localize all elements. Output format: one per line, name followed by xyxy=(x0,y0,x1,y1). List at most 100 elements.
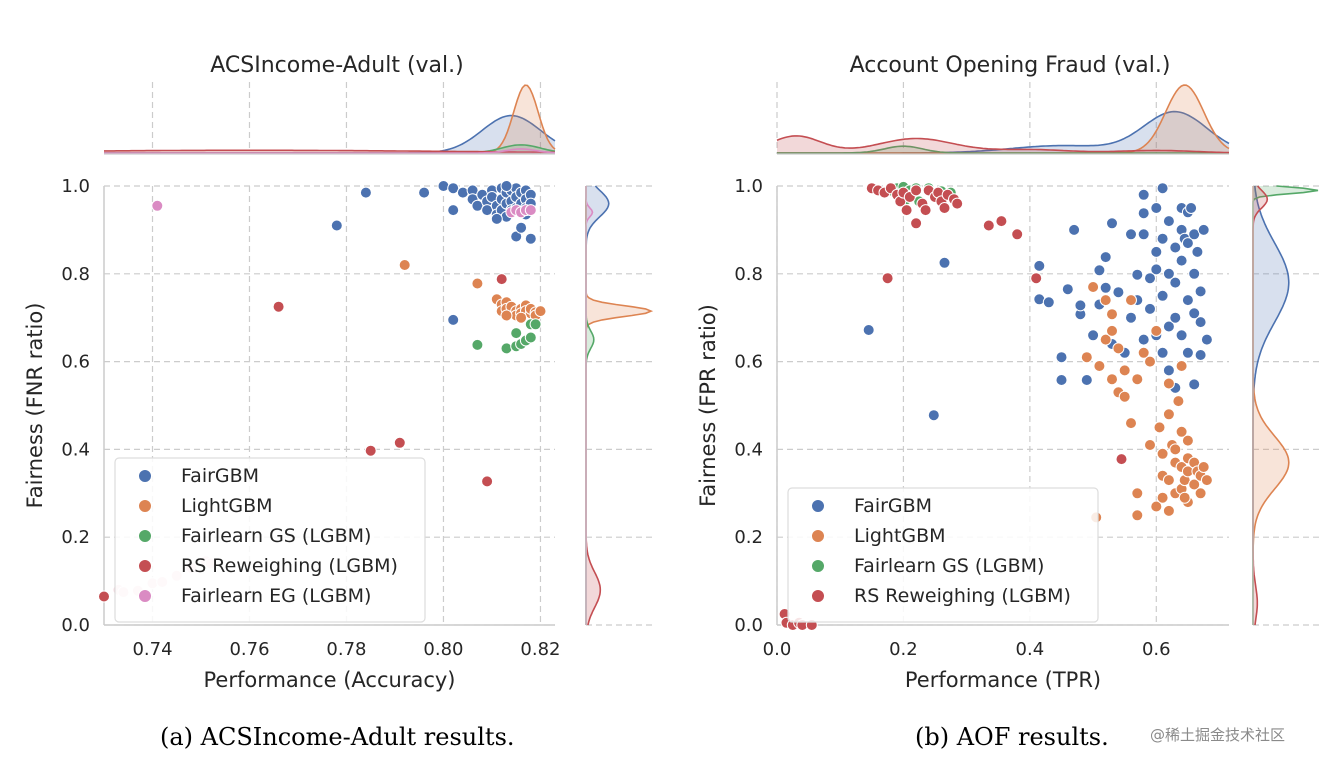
data-point xyxy=(1162,504,1175,517)
kde-top-fill xyxy=(777,111,1229,154)
kde-top-fill xyxy=(777,135,1229,154)
kde-top-line xyxy=(777,145,1229,154)
chart-aof: Account Opening Fraud (val.) 0.0 0.2 0.4 0.6… xyxy=(696,53,1322,692)
data-point xyxy=(1194,285,1207,298)
data-point xyxy=(1178,491,1191,504)
data-point xyxy=(1131,487,1144,500)
data-point xyxy=(1162,215,1175,228)
data-point xyxy=(1115,453,1128,466)
legend-marker xyxy=(138,469,152,483)
data-point xyxy=(1194,487,1207,500)
data-point xyxy=(398,259,411,271)
data-point xyxy=(1093,264,1106,277)
data-point xyxy=(1150,245,1163,258)
data-point xyxy=(1156,289,1169,302)
points-layer xyxy=(98,180,547,603)
kde-right-fill xyxy=(586,186,651,625)
data-point xyxy=(1118,390,1131,403)
legend-label: LightGBM xyxy=(854,525,946,547)
data-point xyxy=(1137,346,1150,359)
kde-top-line xyxy=(776,135,1230,154)
data-point xyxy=(456,186,469,199)
data-point xyxy=(1080,351,1093,364)
data-point xyxy=(1150,263,1163,276)
data-point xyxy=(938,202,951,214)
data-point xyxy=(1033,259,1046,272)
data-point xyxy=(1087,281,1100,293)
data-point xyxy=(1197,223,1210,236)
data-point xyxy=(1162,267,1175,280)
data-point xyxy=(1074,299,1087,312)
data-point xyxy=(910,217,923,230)
data-point xyxy=(490,212,503,225)
y-axis-label: Fairness (FPR ratio) xyxy=(696,304,720,507)
data-point xyxy=(1188,478,1201,491)
data-point xyxy=(1118,364,1131,377)
y-tick-label: 0.8 xyxy=(734,264,763,285)
data-point xyxy=(418,186,431,199)
x-tick-label: 0.0 xyxy=(763,639,792,660)
y-tick-label: 0.4 xyxy=(61,439,90,460)
data-point xyxy=(1137,207,1150,220)
kde-top-line xyxy=(104,148,556,154)
data-point xyxy=(1169,276,1182,289)
data-point xyxy=(1137,333,1150,346)
data-point xyxy=(881,272,894,285)
data-point xyxy=(1188,267,1201,280)
data-point xyxy=(919,204,932,217)
data-point xyxy=(1181,237,1194,250)
y-tick-label: 0.6 xyxy=(61,352,90,373)
kde-right-line xyxy=(585,186,654,625)
watermark: @稀土掘金技术社区 xyxy=(1150,726,1286,744)
data-point xyxy=(927,409,940,422)
data-point xyxy=(1080,374,1093,386)
data-point xyxy=(481,475,494,488)
data-point xyxy=(1156,182,1169,195)
y-tick-label: 0.4 xyxy=(734,439,763,460)
data-point xyxy=(1137,188,1150,201)
y-tick-label: 0.8 xyxy=(61,264,90,285)
data-point xyxy=(938,256,951,269)
data-point xyxy=(1162,377,1175,390)
data-point xyxy=(364,444,377,457)
data-point xyxy=(1042,296,1055,309)
data-point xyxy=(1194,349,1207,361)
y-tick-label: 1.0 xyxy=(61,176,90,197)
data-point xyxy=(1188,378,1201,391)
x-tick-label: 0.76 xyxy=(229,639,269,660)
kde-right-fill xyxy=(1253,186,1289,625)
legend-marker xyxy=(811,559,825,573)
data-point xyxy=(1162,408,1175,421)
data-point xyxy=(1181,294,1194,307)
data-point xyxy=(1169,241,1182,254)
y-tick-label: 0.2 xyxy=(61,527,90,548)
data-point xyxy=(1106,308,1118,321)
data-point xyxy=(500,342,513,355)
x-tick-label: 0.6 xyxy=(1142,639,1171,660)
data-point xyxy=(1156,346,1169,359)
data-point xyxy=(910,184,923,197)
data-point xyxy=(471,338,484,351)
legend-marker xyxy=(811,499,825,513)
data-point xyxy=(1137,228,1150,241)
data-point xyxy=(437,180,450,192)
x-tick-label: 0.80 xyxy=(423,639,463,660)
legend-marker xyxy=(138,499,152,513)
chart-title: ACSIncome-Adult (val.) xyxy=(210,53,463,78)
data-point xyxy=(481,204,494,217)
data-point xyxy=(862,324,875,336)
legend-label: FairGBM xyxy=(181,465,259,487)
x-tick-label: 0.74 xyxy=(132,639,172,660)
data-point xyxy=(471,199,484,212)
data-point xyxy=(1125,294,1137,307)
legend-marker xyxy=(811,589,825,603)
data-point xyxy=(359,186,372,199)
data-point xyxy=(1068,223,1081,236)
data-point xyxy=(1150,324,1163,337)
caption-a: (a) ACSIncome-Adult results. xyxy=(160,723,515,751)
data-point xyxy=(1162,364,1175,377)
data-point xyxy=(500,180,513,192)
data-point xyxy=(1125,228,1137,241)
data-point xyxy=(510,327,523,340)
